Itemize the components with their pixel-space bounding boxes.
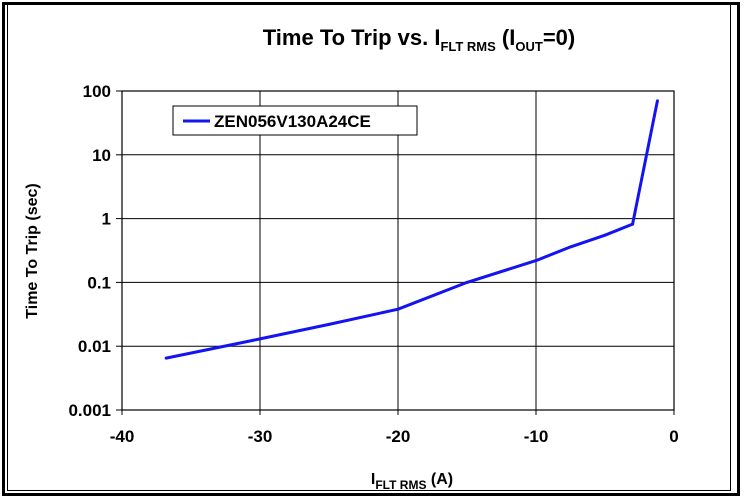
series-point [465, 280, 469, 284]
series-point [327, 322, 331, 326]
y-tick-label: 0.1 [87, 273, 111, 292]
y-tick-label: 100 [83, 82, 111, 101]
x-tick-label: -20 [386, 427, 411, 446]
series-point [396, 307, 400, 311]
series-point [603, 233, 607, 237]
x-tick-label: -30 [248, 427, 273, 446]
x-axis-label-unit: (A) [426, 471, 453, 488]
series-layer [164, 99, 659, 360]
series-line-zen056v130a24ce [165, 100, 659, 360]
y-tick-label: 1 [102, 210, 111, 229]
grid-layer [121, 90, 675, 411]
x-tick-label: -10 [524, 427, 549, 446]
series-point [258, 337, 262, 341]
legend: ZEN056V130A24CE [172, 105, 418, 136]
chart-outer-frame [2, 2, 740, 496]
x-tick-label: 0 [669, 427, 678, 446]
chart-title-paren-close: =0) [543, 25, 575, 50]
chart-title: Time To Trip vs. IFLT RMS (IOUT=0) [263, 25, 575, 54]
y-axis-label: Time To Trip (sec) [24, 183, 41, 318]
series-point [631, 222, 635, 226]
y-tick-label: 10 [92, 146, 111, 165]
tick-layer: -40 -30 -20 -10 0 0.001 0.01 0.1 1 10 100 [68, 82, 678, 446]
x-tick-label: -40 [110, 427, 135, 446]
series-point [164, 356, 168, 360]
legend-box [172, 105, 418, 136]
y-tick-label: 0.01 [78, 337, 111, 356]
chart-title-main-sub: FLT RMS [440, 39, 496, 54]
y-tick-label: 0.001 [68, 401, 111, 420]
chart-title-paren-open: (I [496, 25, 516, 50]
series-point [569, 245, 572, 249]
x-axis-label-main: I [371, 471, 375, 488]
chart-inner-frame [7, 2, 731, 491]
x-axis-label-sub: FLT RMS [375, 478, 426, 492]
series-point [534, 259, 538, 263]
chart-title-paren-sub: OUT [515, 39, 543, 54]
x-axis-label: IFLT RMS (A) [371, 471, 453, 492]
legend-series-label: ZEN056V130A24CE [214, 112, 371, 131]
series-point [655, 99, 659, 103]
chart-title-main: Time To Trip vs. I [263, 25, 441, 50]
